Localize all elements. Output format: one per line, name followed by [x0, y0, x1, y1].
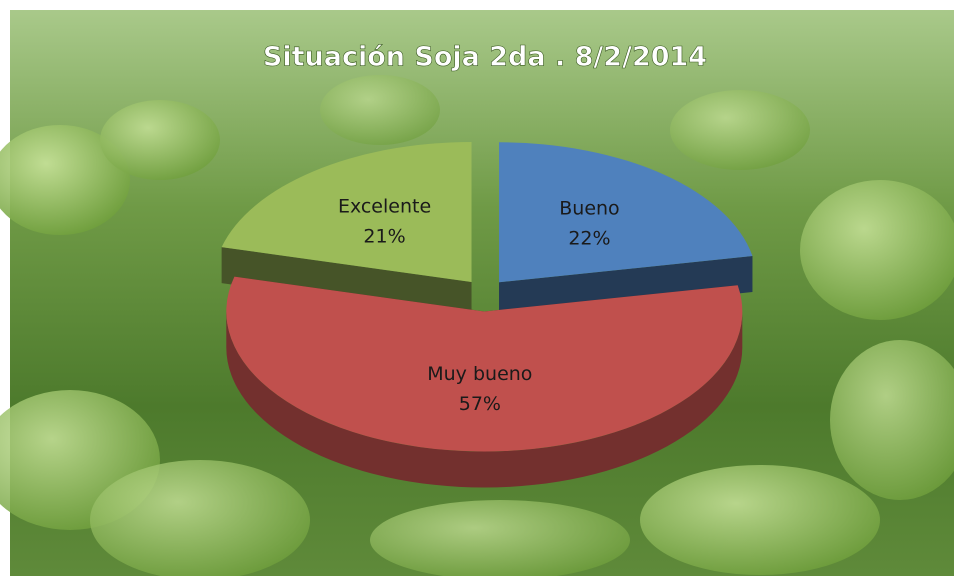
chart-title: Situación Soja 2da . 8/2/2014 [263, 42, 707, 73]
background [0, 10, 954, 576]
page: Situación Soja 2da . 8/2/2014 Excelente 2… [0, 0, 954, 576]
chart: Situación Soja 2da . 8/2/2014 Excelente 2… [0, 0, 954, 576]
slice-label: Bueno [559, 197, 619, 219]
value-label: 21% [363, 226, 405, 248]
value-label: 57% [459, 393, 501, 415]
value-label: 22% [568, 227, 610, 249]
slice-label: Muy bueno [427, 363, 532, 385]
slice-label: Excelente [338, 196, 431, 218]
